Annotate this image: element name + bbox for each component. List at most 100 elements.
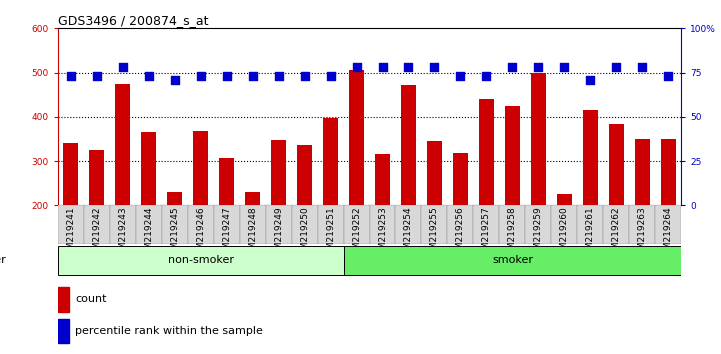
Text: GSM219252: GSM219252: [352, 206, 361, 261]
Bar: [89, 150, 105, 205]
Text: percentile rank within the sample: percentile rank within the sample: [75, 326, 263, 336]
Bar: [141, 132, 156, 205]
Bar: [505, 106, 521, 205]
Bar: [323, 118, 338, 205]
Bar: [526, 205, 552, 244]
Point: [637, 64, 648, 70]
Bar: [84, 205, 110, 244]
Point: [143, 73, 154, 79]
Bar: [271, 140, 286, 205]
Text: GSM219253: GSM219253: [378, 206, 387, 261]
Bar: [375, 154, 390, 205]
Bar: [63, 143, 79, 205]
Bar: [396, 205, 422, 244]
Point: [559, 64, 570, 70]
Point: [195, 73, 206, 79]
Bar: [531, 73, 547, 205]
Text: GSM219263: GSM219263: [638, 206, 647, 261]
Point: [298, 73, 310, 79]
Bar: [218, 158, 234, 205]
Text: GDS3496 / 200874_s_at: GDS3496 / 200874_s_at: [58, 14, 208, 27]
Bar: [629, 205, 655, 244]
Point: [663, 73, 674, 79]
Bar: [401, 85, 416, 205]
Text: GSM219250: GSM219250: [300, 206, 309, 261]
Text: GSM219256: GSM219256: [456, 206, 465, 261]
Point: [455, 73, 466, 79]
Bar: [369, 205, 396, 244]
Bar: [343, 205, 369, 244]
Bar: [552, 205, 578, 244]
Bar: [474, 205, 500, 244]
Bar: [655, 205, 681, 244]
Bar: [422, 205, 448, 244]
Point: [221, 73, 232, 79]
Point: [481, 73, 492, 79]
Text: count: count: [75, 294, 107, 304]
Bar: [58, 319, 68, 343]
Text: GSM219243: GSM219243: [118, 206, 127, 261]
Bar: [291, 205, 317, 244]
Point: [533, 64, 544, 70]
Bar: [187, 205, 213, 244]
Bar: [448, 205, 474, 244]
Text: GSM219251: GSM219251: [326, 206, 335, 261]
Bar: [609, 124, 624, 205]
Text: GSM219241: GSM219241: [66, 206, 75, 261]
Bar: [265, 205, 291, 244]
Text: smoker: smoker: [492, 255, 533, 265]
Bar: [213, 205, 239, 244]
Text: GSM219249: GSM219249: [274, 206, 283, 261]
Bar: [660, 139, 676, 205]
Bar: [239, 205, 265, 244]
Bar: [58, 287, 68, 312]
Point: [324, 73, 336, 79]
Bar: [317, 205, 343, 244]
Text: GSM219246: GSM219246: [196, 206, 205, 261]
Bar: [115, 84, 131, 205]
Point: [403, 64, 415, 70]
Point: [429, 64, 441, 70]
Bar: [427, 141, 442, 205]
Text: other: other: [0, 255, 6, 265]
Bar: [578, 205, 603, 244]
Point: [65, 73, 76, 79]
Point: [169, 77, 180, 82]
Bar: [634, 139, 650, 205]
Text: GSM219262: GSM219262: [612, 206, 621, 261]
Point: [585, 77, 596, 82]
Point: [350, 64, 362, 70]
Point: [377, 64, 389, 70]
Bar: [479, 99, 495, 205]
Text: GSM219245: GSM219245: [170, 206, 179, 261]
Point: [611, 64, 622, 70]
Text: GSM219244: GSM219244: [144, 206, 153, 261]
Bar: [297, 145, 312, 205]
Text: GSM219257: GSM219257: [482, 206, 491, 261]
Bar: [245, 192, 260, 205]
Point: [507, 64, 518, 70]
Text: GSM219247: GSM219247: [222, 206, 231, 261]
Bar: [453, 153, 468, 205]
Bar: [583, 110, 598, 205]
Text: GSM219260: GSM219260: [560, 206, 569, 261]
Bar: [500, 205, 526, 244]
Text: GSM219259: GSM219259: [534, 206, 543, 261]
Text: non-smoker: non-smoker: [167, 255, 234, 265]
Bar: [557, 194, 572, 205]
Point: [91, 73, 102, 79]
Bar: [162, 205, 187, 244]
Bar: [193, 131, 208, 205]
Bar: [58, 205, 84, 244]
Text: GSM219242: GSM219242: [92, 206, 101, 261]
Text: GSM219255: GSM219255: [430, 206, 439, 261]
Bar: [603, 205, 629, 244]
FancyBboxPatch shape: [58, 246, 343, 275]
Text: GSM219264: GSM219264: [664, 206, 673, 261]
Text: GSM219248: GSM219248: [248, 206, 257, 261]
Text: GSM219261: GSM219261: [586, 206, 595, 261]
Bar: [349, 70, 364, 205]
Bar: [167, 192, 182, 205]
Point: [117, 64, 128, 70]
Bar: [110, 205, 136, 244]
